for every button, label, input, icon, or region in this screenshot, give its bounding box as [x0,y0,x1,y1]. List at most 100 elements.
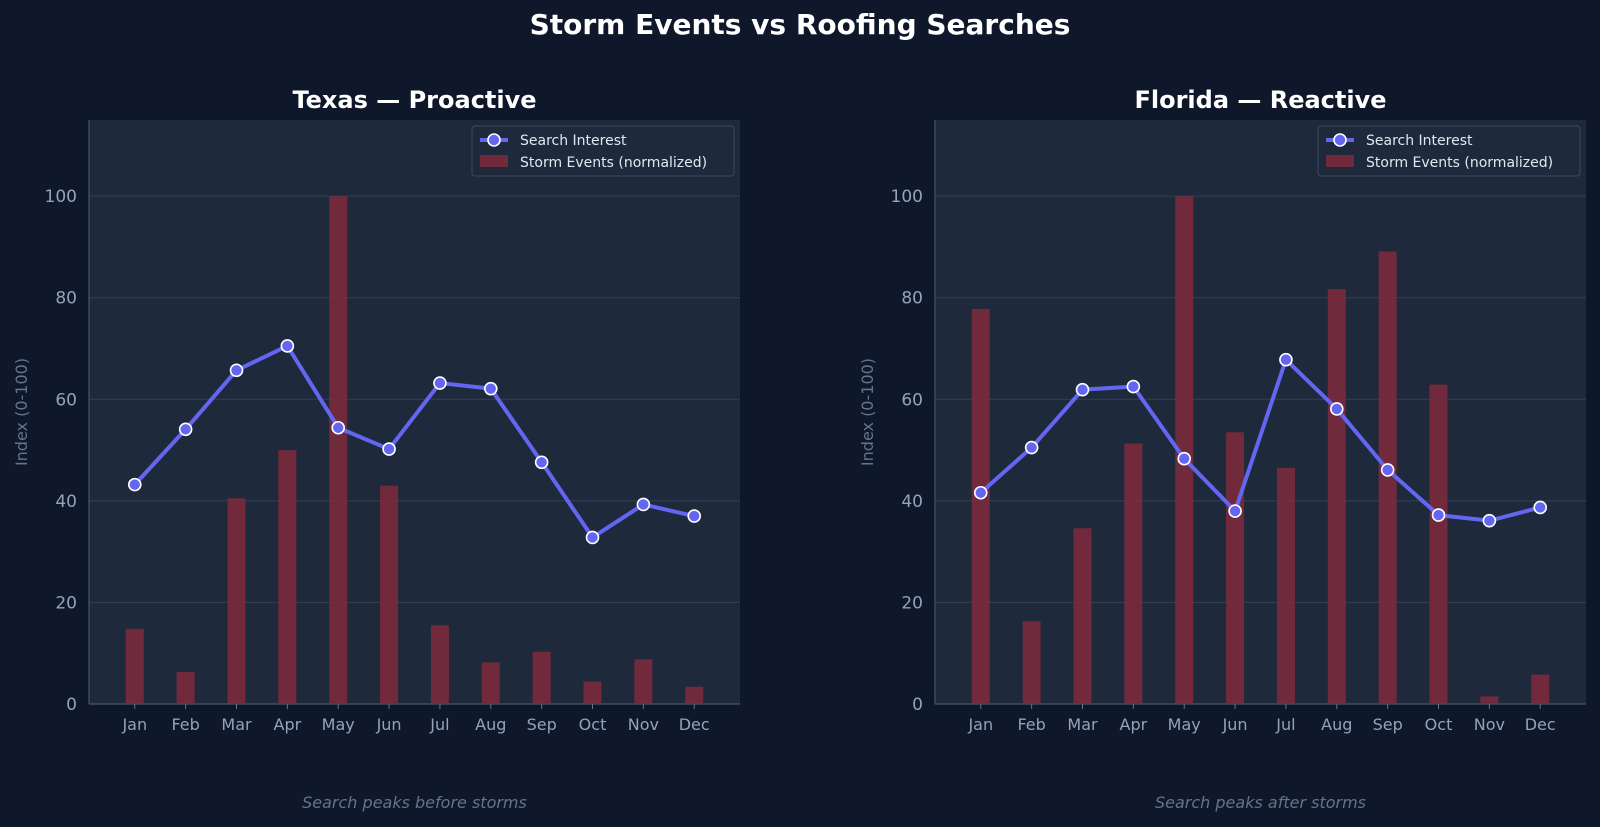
x-tick-label: Mar [1067,715,1098,734]
storm-bar [1175,196,1194,704]
x-tick-label: Apr [274,715,302,734]
y-axis-label: Index (0-100) [12,358,31,466]
x-tick-label: Jul [1275,715,1295,734]
storm-bar [532,651,551,704]
y-tick-label: 60 [901,390,923,410]
storm-bar [1022,621,1041,704]
storm-bar [125,628,144,704]
figure-title: Storm Events vs Roofing Searches [529,8,1071,41]
plot-area [89,120,740,704]
legend: Search Interest Storm Events (normalized) [1317,125,1581,177]
search-interest-line [979,357,1541,523]
search-interest-point [534,455,549,470]
search-interest-point [1075,382,1090,397]
search-interest-point [1024,440,1039,455]
search-interest-point [1329,402,1344,416]
storm-bar [1124,443,1143,704]
x-tick-label: Nov [628,715,659,734]
search-interest-point [331,420,346,435]
storm-bar [971,308,990,704]
storm-bar [1429,384,1448,704]
x-tick-label: Mar [221,715,252,734]
search-interest-point [1177,451,1192,466]
legend-label-search: Search Interest [1366,133,1473,149]
y-tick-label: 60 [55,390,77,410]
legend-label-storm: Storm Events (normalized) [1366,155,1553,171]
search-interest-point [1228,504,1242,518]
x-tick-label: Feb [171,715,199,734]
search-interest-point [1380,463,1395,477]
storm-bar [1276,467,1295,704]
y-tick-label: 20 [901,593,923,613]
x-tick-label: May [1168,715,1201,734]
search-interest-point [687,509,702,523]
legend-bar-swatch [480,155,508,167]
y-axis-label: Index (0-100) [858,358,877,466]
x-tick-label: Jan [121,715,147,734]
plot-area [935,120,1586,704]
search-interest-point [483,381,498,396]
search-interest-point [178,422,193,437]
search-interest-point [636,497,651,512]
y-tick-label: 80 [901,289,923,309]
x-tick-label: Apr [1120,715,1148,734]
x-tick-label: Oct [1425,715,1453,734]
storm-bar [634,659,653,704]
y-tick-label: 20 [55,593,77,613]
legend-marker-swatch [487,133,501,147]
legend-box [471,125,735,177]
x-tick-label: Aug [1321,715,1352,734]
y-tick-label: 40 [901,492,923,512]
panel-caption: Search peaks after storms [1155,793,1366,812]
storm-bar [1226,432,1245,704]
search-interest-point [1533,500,1548,515]
search-interest-point [229,363,244,378]
x-tick-label: May [322,715,355,734]
legend-box [1317,125,1581,177]
search-interest-line [133,343,695,540]
panel-title: Texas — Proactive [292,86,536,114]
x-tick-label: Feb [1017,715,1045,734]
legend-label-search: Search Interest [520,133,627,149]
chart-panel-1: 0 20 40 60 80 100 Jan Feb Mar Apr May Jun Jul Aug Sep O… [12,86,740,812]
storm-bar [1073,528,1092,704]
search-interest-point [973,485,988,500]
x-tick-label: Nov [1474,715,1505,734]
panel-title: Florida — Reactive [1134,86,1386,114]
storm-bar [1480,696,1499,704]
storm-bar [430,625,449,704]
storm-bar [380,485,399,704]
storm-bar [583,681,602,704]
legend-label-storm: Storm Events (normalized) [520,155,707,171]
legend: Search Interest Storm Events (normalized) [471,125,735,177]
x-tick-label: Jul [429,715,449,734]
x-tick-label: Sep [527,715,557,734]
legend-marker-swatch [1333,133,1347,147]
x-tick-label: Jun [1222,715,1248,734]
search-interest-point [1126,379,1141,394]
chart-panel-2: 0 20 40 60 80 100 Jan Feb Mar Apr May Jun Jul Aug Sep O… [858,86,1586,812]
storm-bar [278,450,297,704]
search-interest-point [127,477,142,492]
search-interest-point [280,339,295,353]
y-tick-label: 40 [55,492,77,512]
search-interest-point [1431,508,1446,522]
storm-bar [481,662,500,704]
y-tick-label: 0 [66,695,77,715]
x-tick-label: Sep [1373,715,1403,734]
x-tick-label: Aug [475,715,506,734]
search-interest-point [1482,513,1497,528]
search-interest-point [382,442,396,456]
x-tick-label: Jun [376,715,402,734]
storm-bar [329,196,348,704]
x-tick-label: Dec [1525,715,1556,734]
search-interest-point [1279,352,1293,367]
y-tick-label: 80 [55,289,77,309]
x-tick-label: Oct [579,715,607,734]
search-interest-point [433,376,447,390]
panel-caption: Search peaks before storms [302,793,527,812]
storm-bar [227,498,246,704]
storm-bar [685,686,704,704]
y-tick-label: 0 [912,695,923,715]
